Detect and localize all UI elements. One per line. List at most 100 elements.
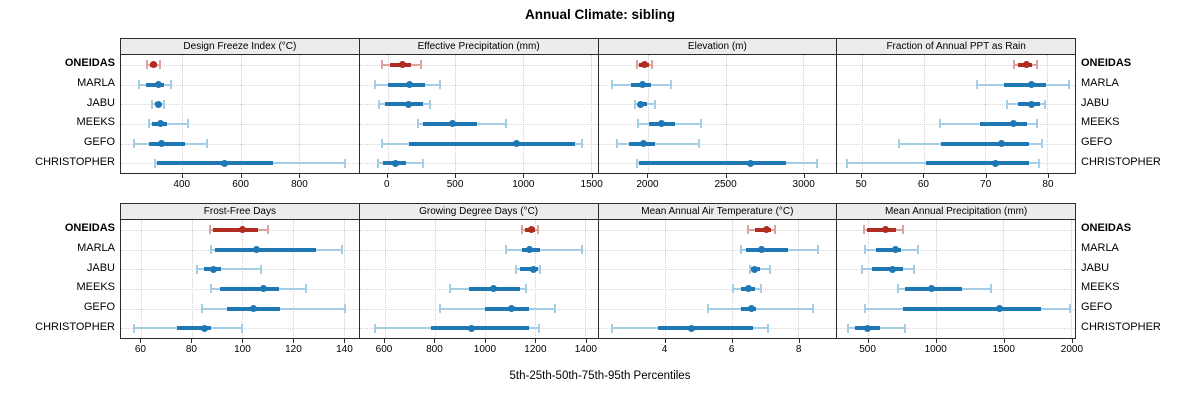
site-label-marla: MARLA [77, 242, 115, 254]
median-dot [149, 61, 157, 69]
gridline-vertical [923, 55, 925, 173]
whisker-cap [343, 304, 346, 313]
axis-tick-label: 800 [291, 179, 308, 190]
site-label-gefo: GEFO [83, 301, 115, 314]
gridline-vertical [798, 220, 799, 338]
percentile-25-75-line [384, 102, 423, 107]
panel-design-freeze-index-c: Design Freeze Index (°C) 400 600 800 [120, 38, 360, 194]
site-label-row: CHRISTOPHER [0, 152, 120, 172]
panel-elevation-m: Elevation (m) 2000 2500 3000 [597, 38, 838, 194]
site-label-row: ONEIDAS [0, 219, 120, 239]
gridline-vertical [240, 55, 242, 173]
median-dot [688, 324, 696, 332]
site-labels-inner: ONEIDAS MARLA JABU MEEKS GEFO CHRISTOPHER [1076, 219, 1200, 337]
whisker-cap [637, 119, 640, 129]
median-dot [398, 61, 406, 69]
whisker-cap [504, 119, 507, 129]
axis-tick [803, 174, 805, 178]
whisker-cap [898, 139, 900, 148]
whisker-cap [634, 99, 637, 109]
axis-tick [535, 339, 537, 343]
panel-frost-free-days: Frost-Free Days 60 80 100 120 140 [120, 203, 360, 359]
gridline-horizontal [598, 64, 837, 66]
whisker-cap [421, 158, 424, 168]
median-dot [513, 140, 521, 147]
site-labels-inner: ONEIDAS MARLA JABU MEEKS GEFO CHRISTOPHER [0, 219, 120, 337]
site-label-row: GEFO [0, 298, 120, 318]
gridline-vertical [434, 220, 436, 338]
gridline-vertical [731, 220, 733, 338]
site-label-meeks: MEEKS [76, 116, 115, 129]
whisker-cap [438, 304, 441, 313]
median-dot [747, 159, 755, 167]
axis-tick-label: 3000 [792, 179, 815, 190]
panel-plot-mean-annual-air-temperature-c [597, 220, 838, 339]
site-label-meeks: MEEKS [76, 281, 115, 294]
axis-tick-label: 1200 [524, 344, 547, 355]
axis-tick-label: 500 [446, 179, 464, 190]
whisker-cap [897, 284, 900, 294]
axis-tick-label: 4 [661, 344, 668, 355]
whisker-cap [341, 245, 344, 254]
median-dot [1028, 81, 1036, 88]
median-dot [527, 226, 535, 234]
whisker-cap [846, 158, 849, 168]
panel-plot-design-freeze-index-c [120, 55, 360, 174]
whisker-cap [209, 245, 212, 254]
median-dot [639, 140, 647, 147]
median-dot [260, 285, 268, 293]
site-label-marla: MARLA [1081, 242, 1119, 254]
whisker-cap [448, 284, 451, 294]
gridline-vertical [665, 220, 666, 338]
gridline-horizontal [837, 84, 1075, 86]
site-label-oneidas: ONEIDAS [1081, 57, 1132, 70]
gridline-vertical [534, 220, 536, 338]
panel-axis-growing-degree-days-c: 600 800 1000 1200 1400 [359, 339, 599, 359]
percentile-25-75-line [431, 326, 529, 331]
panel-axis-mean-annual-air-temperature-c: 4 6 8 [598, 339, 838, 359]
panel-axis-frost-free-days: 60 80 100 120 140 [120, 339, 360, 359]
median-dot [156, 120, 164, 128]
median-dot [762, 226, 770, 234]
whisker-cap [847, 323, 850, 333]
site-label-row: MEEKS [1076, 278, 1200, 298]
panel-plot-elevation-m [597, 55, 838, 174]
median-dot [998, 140, 1005, 147]
gridline-vertical [861, 55, 863, 173]
site-label-row: GEFO [1076, 298, 1200, 318]
site-label-jabu: JABU [1081, 96, 1110, 109]
panel-axis-effective-precipitation-mm: 0 500 1000 1500 [359, 174, 603, 194]
whisker-cap [200, 304, 203, 313]
axis-tick [386, 174, 388, 178]
median-dot [991, 159, 999, 167]
gridline-vertical [590, 55, 592, 173]
axis-tick [383, 339, 385, 343]
percentile-25-75-line [519, 267, 538, 272]
panel-strip-effective-precipitation-mm: Effective Precipitation (mm) [358, 38, 599, 55]
panel-band-top: ONEIDAS MARLA JABU MEEKS GEFO CHRISTOPHER Desi… [0, 38, 1200, 194]
percentile-5-95-line [148, 122, 189, 125]
whisker-cap [169, 80, 172, 89]
panel-plot-mean-annual-precipitation-mm [836, 220, 1076, 339]
whisker-cap [1043, 99, 1046, 109]
axis-tick-label: 1000 [512, 179, 535, 190]
median-dot [995, 305, 1003, 312]
axis-tick [299, 174, 301, 178]
gridline-horizontal [359, 229, 598, 231]
whisker-cap [377, 99, 380, 109]
axis-tick [798, 339, 800, 343]
panel-row-top: Design Freeze Index (°C) 400 600 800 Effecti… [120, 38, 1076, 194]
whisker-cap [581, 139, 584, 148]
whisker-cap [515, 264, 518, 274]
whisker-cap [610, 323, 613, 333]
axis-tick-label: 80 [1042, 179, 1054, 190]
site-label-row: MARLA [0, 239, 120, 259]
median-dot [751, 265, 759, 273]
site-label-row: MEEKS [1076, 113, 1200, 133]
gridline-horizontal [598, 249, 837, 251]
site-label-jabu: JABU [1081, 261, 1110, 274]
median-dot [405, 100, 413, 108]
percentile-25-75-line [214, 247, 316, 252]
whisker-cap [732, 284, 735, 294]
gridline-horizontal [598, 229, 837, 231]
